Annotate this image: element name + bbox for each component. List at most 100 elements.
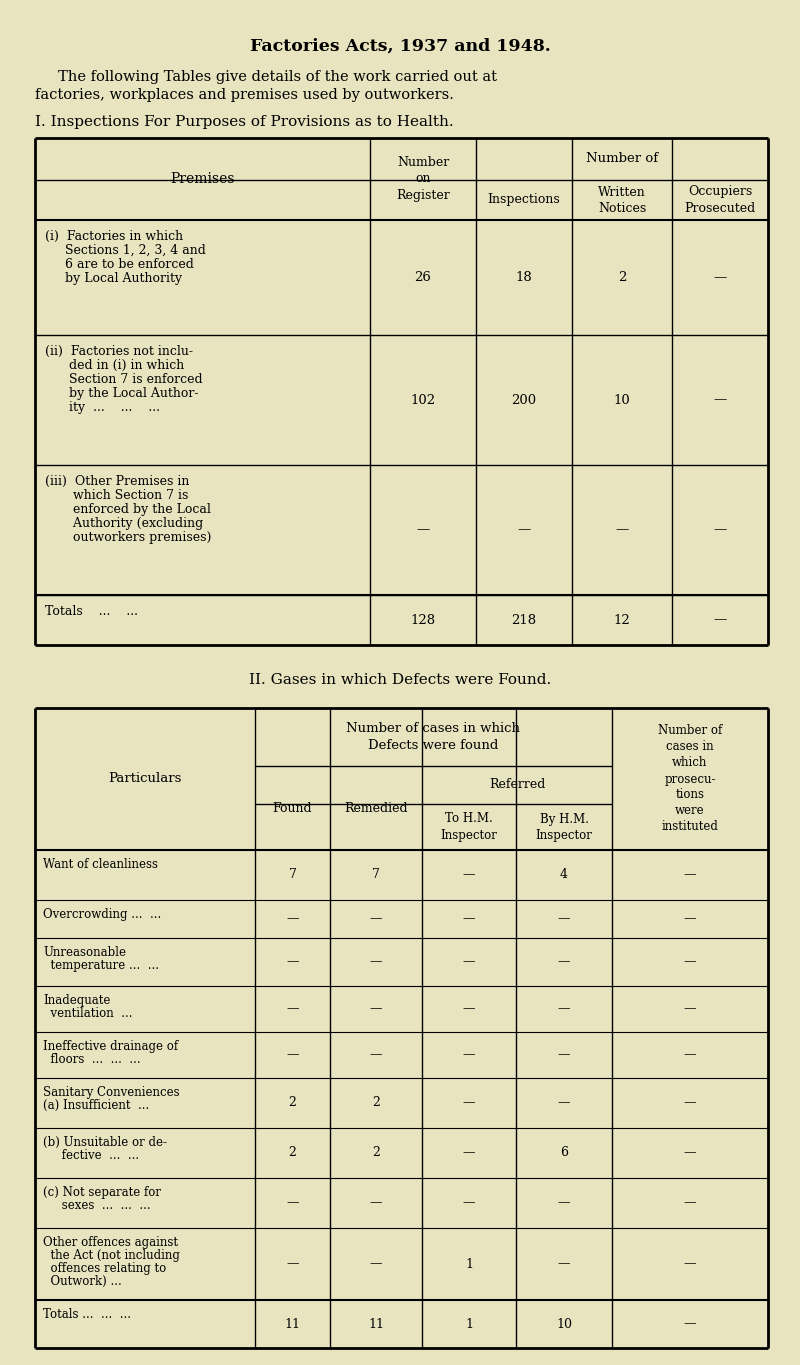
Text: the Act (not including: the Act (not including xyxy=(43,1249,180,1263)
Text: (a) Insufficient  ...: (a) Insufficient ... xyxy=(43,1099,150,1112)
Text: sexes  ...  ...  ...: sexes ... ... ... xyxy=(43,1198,150,1212)
Text: 6: 6 xyxy=(560,1147,568,1159)
Text: 218: 218 xyxy=(511,613,537,627)
Text: —: — xyxy=(462,912,475,925)
Text: (i)  Factories in which: (i) Factories in which xyxy=(45,229,183,243)
Text: factories, workplaces and premises used by outworkers.: factories, workplaces and premises used … xyxy=(35,87,454,102)
Text: —: — xyxy=(558,955,570,969)
Text: —: — xyxy=(462,955,475,969)
Text: Number
on
Register: Number on Register xyxy=(396,156,450,202)
Text: offences relating to: offences relating to xyxy=(43,1263,166,1275)
Text: enforced by the Local: enforced by the Local xyxy=(45,502,211,516)
Text: —: — xyxy=(684,868,696,882)
Text: —: — xyxy=(558,912,570,925)
Text: 4: 4 xyxy=(560,868,568,882)
Text: —: — xyxy=(684,1147,696,1159)
Text: —: — xyxy=(714,613,726,627)
Text: —: — xyxy=(684,1197,696,1209)
Text: which Section 7 is: which Section 7 is xyxy=(45,489,188,502)
Text: II. Gases in which Defects were Found.: II. Gases in which Defects were Found. xyxy=(249,673,551,687)
Text: —: — xyxy=(462,1197,475,1209)
Text: 128: 128 xyxy=(410,613,435,627)
Text: Inadequate: Inadequate xyxy=(43,994,110,1007)
Text: —: — xyxy=(462,868,475,882)
Text: 12: 12 xyxy=(614,613,630,627)
Text: I. Inspections For Purposes of Provisions as to Health.: I. Inspections For Purposes of Provision… xyxy=(35,115,454,130)
Text: Found: Found xyxy=(273,801,312,815)
Text: —: — xyxy=(286,1257,298,1271)
Text: 7: 7 xyxy=(372,868,380,882)
Text: 26: 26 xyxy=(414,272,431,284)
Text: Written
Notices: Written Notices xyxy=(598,186,646,214)
Text: Want of cleanliness: Want of cleanliness xyxy=(43,859,158,871)
Text: —: — xyxy=(416,524,430,536)
Text: Number of cases in which
Defects were found: Number of cases in which Defects were fo… xyxy=(346,722,521,752)
Text: ventilation  ...: ventilation ... xyxy=(43,1007,133,1020)
Text: 10: 10 xyxy=(614,393,630,407)
Text: To H.M.
Inspector: To H.M. Inspector xyxy=(441,812,498,841)
Text: Occupiers
Prosecuted: Occupiers Prosecuted xyxy=(684,186,756,214)
Text: Premises: Premises xyxy=(170,172,234,186)
Text: Section 7 is enforced: Section 7 is enforced xyxy=(45,373,202,386)
Text: ity  ...    ...    ...: ity ... ... ... xyxy=(45,401,160,414)
Text: —: — xyxy=(370,1197,382,1209)
Text: —: — xyxy=(286,912,298,925)
Text: —: — xyxy=(684,1096,696,1110)
Text: —: — xyxy=(370,1002,382,1016)
Text: 11: 11 xyxy=(368,1317,384,1331)
Text: 200: 200 xyxy=(511,393,537,407)
Text: Number of: Number of xyxy=(586,153,658,165)
Text: Remedied: Remedied xyxy=(344,801,408,815)
Text: 6 are to be enforced: 6 are to be enforced xyxy=(45,258,194,272)
Text: —: — xyxy=(462,1147,475,1159)
Text: Other offences against: Other offences against xyxy=(43,1235,178,1249)
Text: —: — xyxy=(462,1048,475,1062)
Text: 11: 11 xyxy=(285,1317,301,1331)
Text: —: — xyxy=(558,1197,570,1209)
Text: —: — xyxy=(462,1002,475,1016)
Text: (iii)  Other Premises in: (iii) Other Premises in xyxy=(45,475,190,489)
Text: Totals ...  ...  ...: Totals ... ... ... xyxy=(43,1308,131,1321)
Text: Sanitary Conveniences: Sanitary Conveniences xyxy=(43,1087,180,1099)
Text: —: — xyxy=(286,1002,298,1016)
Text: —: — xyxy=(558,1048,570,1062)
Text: Referred: Referred xyxy=(489,778,545,792)
Text: By H.M.
Inspector: By H.M. Inspector xyxy=(535,812,593,841)
Text: (b) Unsuitable or de-: (b) Unsuitable or de- xyxy=(43,1136,167,1149)
Text: —: — xyxy=(714,272,726,284)
Text: —: — xyxy=(558,1257,570,1271)
Text: —: — xyxy=(684,1048,696,1062)
Text: —: — xyxy=(684,955,696,969)
Text: 2: 2 xyxy=(372,1096,380,1110)
Text: —: — xyxy=(370,912,382,925)
Text: 10: 10 xyxy=(556,1317,572,1331)
Text: —: — xyxy=(714,524,726,536)
Text: —: — xyxy=(714,393,726,407)
Text: Outwork) ...: Outwork) ... xyxy=(43,1275,122,1289)
Text: Factories Acts, 1937 and 1948.: Factories Acts, 1937 and 1948. xyxy=(250,38,550,55)
Text: —: — xyxy=(286,955,298,969)
Text: —: — xyxy=(558,1002,570,1016)
Text: Number of
cases in
which
prosecu-
tions
were
instituted: Number of cases in which prosecu- tions … xyxy=(658,725,722,834)
Text: 2: 2 xyxy=(372,1147,380,1159)
Text: Overcrowding ...  ...: Overcrowding ... ... xyxy=(43,908,162,921)
Text: —: — xyxy=(518,524,530,536)
Text: by Local Authority: by Local Authority xyxy=(45,272,182,285)
Text: —: — xyxy=(370,1048,382,1062)
Text: outworkers premises): outworkers premises) xyxy=(45,531,211,545)
Text: 7: 7 xyxy=(289,868,297,882)
Text: Totals    ...    ...: Totals ... ... xyxy=(45,605,138,618)
Text: —: — xyxy=(558,1096,570,1110)
Text: floors  ...  ...  ...: floors ... ... ... xyxy=(43,1052,141,1066)
Text: ded in (i) in which: ded in (i) in which xyxy=(45,359,184,373)
Text: 18: 18 xyxy=(516,272,532,284)
Text: by the Local Author-: by the Local Author- xyxy=(45,388,198,400)
Text: —: — xyxy=(286,1048,298,1062)
Text: fective  ...  ...: fective ... ... xyxy=(43,1149,139,1162)
Text: The following Tables give details of the work carried out at: The following Tables give details of the… xyxy=(35,70,497,85)
Text: Inspections: Inspections xyxy=(488,194,560,206)
Text: —: — xyxy=(615,524,629,536)
Text: temperature ...  ...: temperature ... ... xyxy=(43,960,159,972)
Text: —: — xyxy=(286,1197,298,1209)
Text: —: — xyxy=(684,1002,696,1016)
